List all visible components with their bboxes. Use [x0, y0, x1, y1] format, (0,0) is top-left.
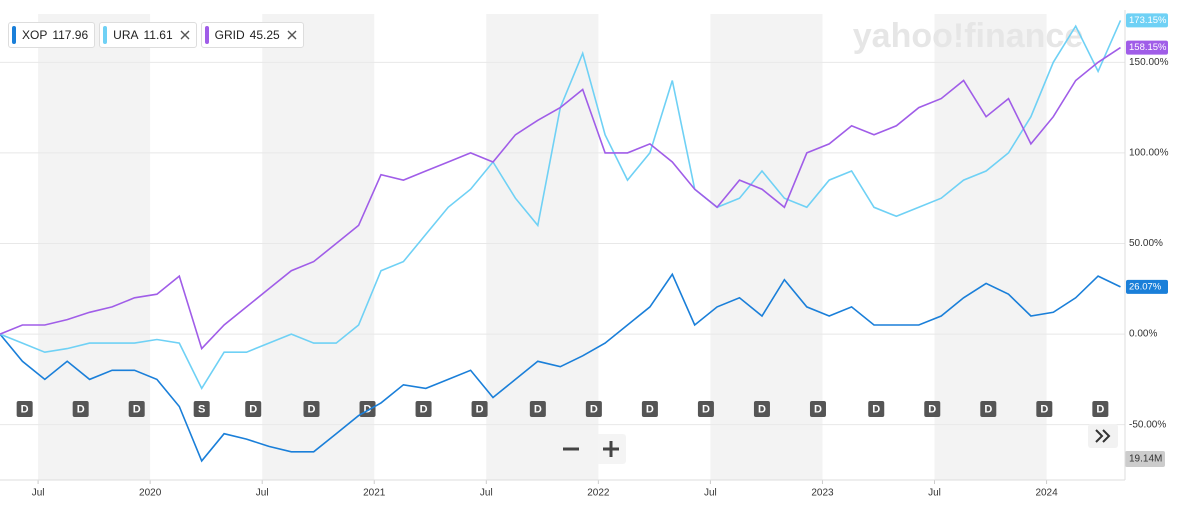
event-label: D	[534, 403, 542, 415]
end-label-bg	[1126, 13, 1168, 28]
event-marker	[697, 401, 714, 417]
event-marker	[641, 401, 658, 417]
y-tick-label: -50.00%	[1129, 419, 1166, 430]
x-tick-label: Jul	[704, 488, 717, 499]
series-line	[0, 46, 1121, 351]
event-marker	[529, 401, 546, 417]
event-label: D	[758, 403, 766, 415]
x-tick-label: Jul	[256, 488, 269, 499]
x-tick-label: 2023	[811, 488, 834, 499]
event-marker	[128, 401, 145, 417]
legend-name: XOP	[22, 28, 48, 42]
x-tick-label: Jul	[928, 488, 941, 499]
event-label: D	[364, 403, 372, 415]
event-label: D	[702, 403, 710, 415]
close-icon	[180, 30, 190, 40]
event-marker	[1036, 401, 1053, 417]
legend-name: URA	[113, 28, 139, 42]
event-marker	[868, 401, 885, 417]
event-marker	[924, 401, 941, 417]
x-tick-label: Jul	[480, 488, 493, 499]
legend-item[interactable]: URA 11.61	[99, 22, 197, 48]
event-marker	[193, 401, 210, 417]
end-label-bg	[1126, 40, 1168, 55]
event-label: D	[1096, 403, 1104, 415]
legend-swatch	[12, 26, 16, 44]
end-label: 158.15%	[1129, 42, 1167, 53]
event-marker	[72, 401, 89, 417]
event-marker	[1092, 401, 1109, 417]
end-label: 173.15%	[1129, 15, 1167, 26]
end-label: 26.07%	[1129, 281, 1162, 292]
event-label: D	[872, 403, 880, 415]
event-marker	[415, 401, 432, 417]
event-label: D	[476, 403, 484, 415]
event-label: D	[21, 403, 29, 415]
legend-swatch	[103, 26, 108, 44]
event-label: S	[198, 403, 205, 415]
legend-item[interactable]: GRID 45.25	[200, 22, 304, 48]
event-label: D	[984, 403, 992, 415]
legend-price: 45.25	[249, 28, 280, 42]
event-label: D	[1040, 403, 1048, 415]
y-tick-label: 0.00%	[1129, 329, 1157, 340]
event-marker	[585, 401, 602, 417]
event-label: D	[928, 403, 936, 415]
event-marker	[471, 401, 488, 417]
legend-swatch	[204, 26, 209, 44]
event-label: D	[590, 403, 598, 415]
x-tick-label: 2024	[1035, 488, 1058, 499]
scroll-right[interactable]	[1088, 424, 1118, 448]
y-tick-label: 50.00%	[1129, 238, 1163, 249]
event-label: D	[646, 403, 654, 415]
zoom-panel	[556, 434, 626, 464]
x-tick-label: Jul	[32, 488, 45, 499]
legend-price: 117.96	[52, 28, 89, 42]
scroll-icon	[1095, 429, 1111, 443]
x-tick-label: 2022	[587, 488, 610, 499]
remove-series[interactable]	[287, 30, 297, 40]
event-marker	[980, 401, 997, 417]
y-tick-label: 150.00%	[1129, 57, 1169, 68]
event-marker	[16, 401, 33, 417]
event-marker	[303, 401, 320, 417]
x-tick-label: 2020	[139, 488, 162, 499]
event-label: D	[308, 403, 316, 415]
legend-price: 11.61	[143, 28, 173, 42]
event-label: D	[249, 403, 257, 415]
volume-label-bg	[1125, 451, 1165, 467]
watermark: yahoo!finance	[853, 17, 1083, 55]
event-marker	[809, 401, 826, 417]
event-marker	[245, 401, 262, 417]
series-line	[0, 272, 1121, 463]
end-label-bg	[1126, 279, 1168, 294]
remove-series[interactable]	[180, 30, 190, 40]
event-label: D	[77, 403, 85, 415]
zoom-controls[interactable]	[556, 434, 626, 464]
legend-item[interactable]: XOP 117.96	[8, 22, 96, 48]
event-marker	[753, 401, 770, 417]
close-icon	[287, 30, 297, 40]
event-label: D	[133, 403, 141, 415]
volume-label: 19.14M	[1129, 454, 1162, 465]
x-tick-label: 2021	[363, 488, 386, 499]
event-label: D	[420, 403, 428, 415]
legend-name: GRID	[214, 28, 245, 42]
y-tick-label: 100.00%	[1129, 148, 1169, 159]
event-label: D	[814, 403, 822, 415]
